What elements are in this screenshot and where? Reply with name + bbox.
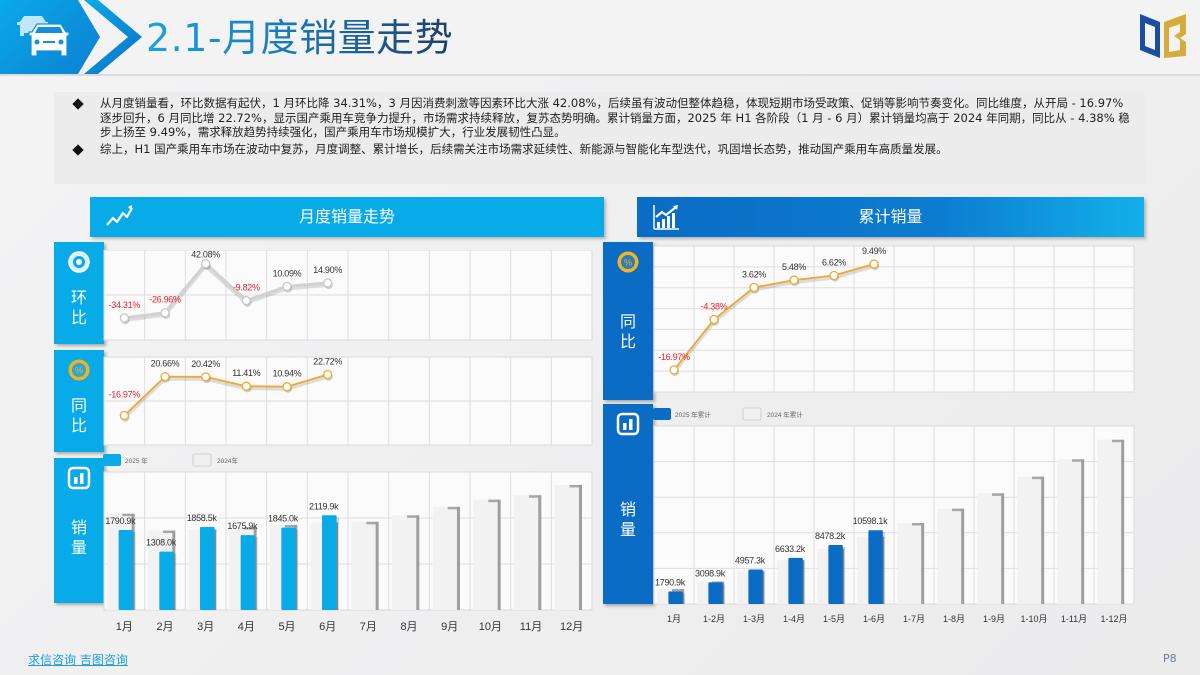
side-tab-yoy: % 同比 — [54, 350, 104, 452]
svg-text:3月: 3月 — [197, 621, 214, 633]
side-tab-cum-sales: 销量 — [603, 404, 653, 604]
side-tab-mom: 环比 — [54, 242, 104, 344]
svg-text:1-9月: 1-9月 — [983, 614, 1005, 624]
svg-text:1845.0k: 1845.0k — [268, 514, 299, 524]
svg-text:-26.96%: -26.96% — [149, 295, 181, 305]
svg-text:1-8月: 1-8月 — [943, 614, 965, 624]
cumulative-panel-header: 累计销量 — [637, 197, 1144, 237]
mom-line-chart: -34.31% -26.96% 42.08% -9.82% 10.09% 14.90% — [103, 250, 593, 341]
svg-text:%: % — [624, 258, 632, 268]
svg-text:2025 年: 2025 年 — [125, 456, 148, 465]
svg-text:8月: 8月 — [400, 621, 417, 633]
db-logo — [1140, 14, 1186, 58]
svg-text:1-4月: 1-4月 — [783, 614, 805, 624]
bar-chart-icon — [67, 466, 91, 490]
svg-text:8478.2k: 8478.2k — [815, 531, 846, 541]
diamond-bullet-icon — [72, 143, 84, 156]
page-number: P8 — [1163, 652, 1177, 665]
monthly-legend: 2025 年 2024年 — [103, 453, 238, 467]
summary-box: 从月度销量看，环比数据有起伏，1 月环比降 34.31%，3 月因消费刺激等因素… — [54, 92, 1146, 184]
svg-text:6633.2k: 6633.2k — [775, 544, 806, 554]
svg-text:1-3月: 1-3月 — [743, 614, 765, 624]
percent-icon: % — [617, 251, 639, 273]
svg-text:5月: 5月 — [278, 621, 295, 633]
svg-text:4957.3k: 4957.3k — [735, 555, 766, 565]
svg-text:14.90%: 14.90% — [313, 265, 342, 275]
svg-text:%: % — [75, 366, 83, 376]
percent-icon: % — [68, 359, 90, 381]
svg-text:1-12月: 1-12月 — [1100, 614, 1127, 624]
monthly-trend-panel-header: 月度销量走势 — [90, 197, 604, 237]
slide-header: 2.1-月度销量走势 — [0, 0, 1200, 76]
bar-trend-icon — [653, 205, 679, 230]
svg-text:2024年: 2024年 — [217, 456, 238, 465]
side-tab-cum-yoy: % 同比 — [603, 242, 653, 400]
svg-text:10.09%: 10.09% — [273, 268, 302, 278]
cumulative-yoy-line-chart: -16.97% -4.38% 3.62% 5.48% 6.62% 9.49% — [653, 245, 1135, 393]
svg-text:1-5月: 1-5月 — [823, 614, 845, 624]
svg-text:1月: 1月 — [667, 614, 681, 624]
svg-text:1-10月: 1-10月 — [1020, 614, 1047, 624]
svg-text:6月: 6月 — [319, 621, 336, 633]
diamond-bullet-icon — [72, 98, 84, 110]
svg-text:10月: 10月 — [479, 621, 502, 633]
footer-brand-link[interactable]: 求信咨询 吉图咨询 — [28, 653, 128, 667]
svg-text:20.42%: 20.42% — [191, 359, 220, 369]
cumulative-legend: 2025 年累计 2024 年累计 — [653, 407, 803, 421]
svg-text:1675.9k: 1675.9k — [227, 521, 258, 531]
tab-label: 销量 — [70, 518, 87, 557]
tab-label: 销量 — [619, 500, 636, 539]
svg-text:10598.1k: 10598.1k — [853, 516, 888, 526]
svg-text:-16.97%: -16.97% — [658, 352, 690, 362]
svg-text:11月: 11月 — [520, 621, 542, 633]
side-tab-sales: 销量 — [54, 458, 104, 603]
yoy-line-chart: -16.97% 20.66% 20.42% 11.41% 10.94% 22.72% — [103, 356, 593, 446]
target-icon — [68, 251, 90, 273]
bar-chart-icon — [616, 412, 640, 436]
summary-bullet: 从月度销量看，环比数据有起伏，1 月环比降 34.31%，3 月因消费刺激等因素… — [64, 96, 1138, 140]
svg-text:1-11月: 1-11月 — [1061, 614, 1087, 624]
svg-text:9.49%: 9.49% — [862, 246, 886, 256]
cars-icon — [17, 16, 70, 57]
panel-title: 月度销量走势 — [298, 207, 395, 226]
svg-text:22.72%: 22.72% — [313, 357, 342, 367]
svg-text:6.62%: 6.62% — [822, 258, 846, 268]
svg-text:-16.97%: -16.97% — [109, 390, 141, 400]
svg-text:1-7月: 1-7月 — [903, 614, 925, 624]
svg-text:11.41%: 11.41% — [232, 368, 260, 378]
svg-text:1790.9k: 1790.9k — [655, 578, 686, 588]
page-title: 2.1-月度销量走势 — [146, 16, 454, 60]
panel-title: 累计销量 — [858, 207, 923, 226]
svg-text:1-2月: 1-2月 — [703, 614, 725, 624]
svg-text:7月: 7月 — [360, 621, 377, 633]
summary-bullet: 综上，H1 国产乘用车市场在波动中复苏，月度调整、累计增长，后续需关注市场需求延… — [64, 142, 1138, 157]
svg-text:-34.31%: -34.31% — [109, 300, 141, 310]
svg-text:12月: 12月 — [560, 621, 583, 633]
trend-line-icon — [106, 205, 133, 226]
svg-text:2月: 2月 — [156, 621, 173, 633]
svg-text:42.08%: 42.08% — [191, 250, 220, 260]
svg-text:1790.9k: 1790.9k — [105, 516, 136, 526]
svg-text:-4.38%: -4.38% — [701, 302, 728, 312]
svg-text:3.62%: 3.62% — [742, 270, 766, 280]
svg-text:2025 年累计: 2025 年累计 — [675, 410, 711, 419]
svg-text:1308.0k: 1308.0k — [146, 538, 177, 548]
svg-text:-9.82%: -9.82% — [233, 283, 260, 293]
svg-text:4月: 4月 — [238, 621, 255, 633]
svg-text:20.66%: 20.66% — [151, 359, 180, 369]
svg-text:1-6月: 1-6月 — [863, 614, 885, 624]
tab-label: 环比 — [70, 288, 87, 327]
svg-text:1858.5k: 1858.5k — [187, 513, 218, 523]
tab-label: 同比 — [619, 312, 636, 351]
svg-text:10.94%: 10.94% — [273, 369, 302, 379]
svg-text:2024 年累计: 2024 年累计 — [767, 410, 803, 419]
svg-text:5.48%: 5.48% — [782, 262, 806, 272]
svg-text:9月: 9月 — [441, 621, 458, 633]
cumulative-sales-bar-chart: 1790.9k 1月 3098.9k 1-2月 4957.3k 1-3月 6633.2k 1-… — [653, 425, 1135, 624]
monthly-sales-bar-chart: 1790.9k 1月 1308.0k 2月 1858.5k 3月 1675.9k 4月 1845… — [103, 471, 593, 633]
svg-text:1月: 1月 — [116, 621, 133, 633]
svg-text:3098.9k: 3098.9k — [695, 568, 726, 578]
svg-text:2119.9k: 2119.9k — [309, 501, 339, 511]
tab-label: 同比 — [70, 396, 87, 435]
